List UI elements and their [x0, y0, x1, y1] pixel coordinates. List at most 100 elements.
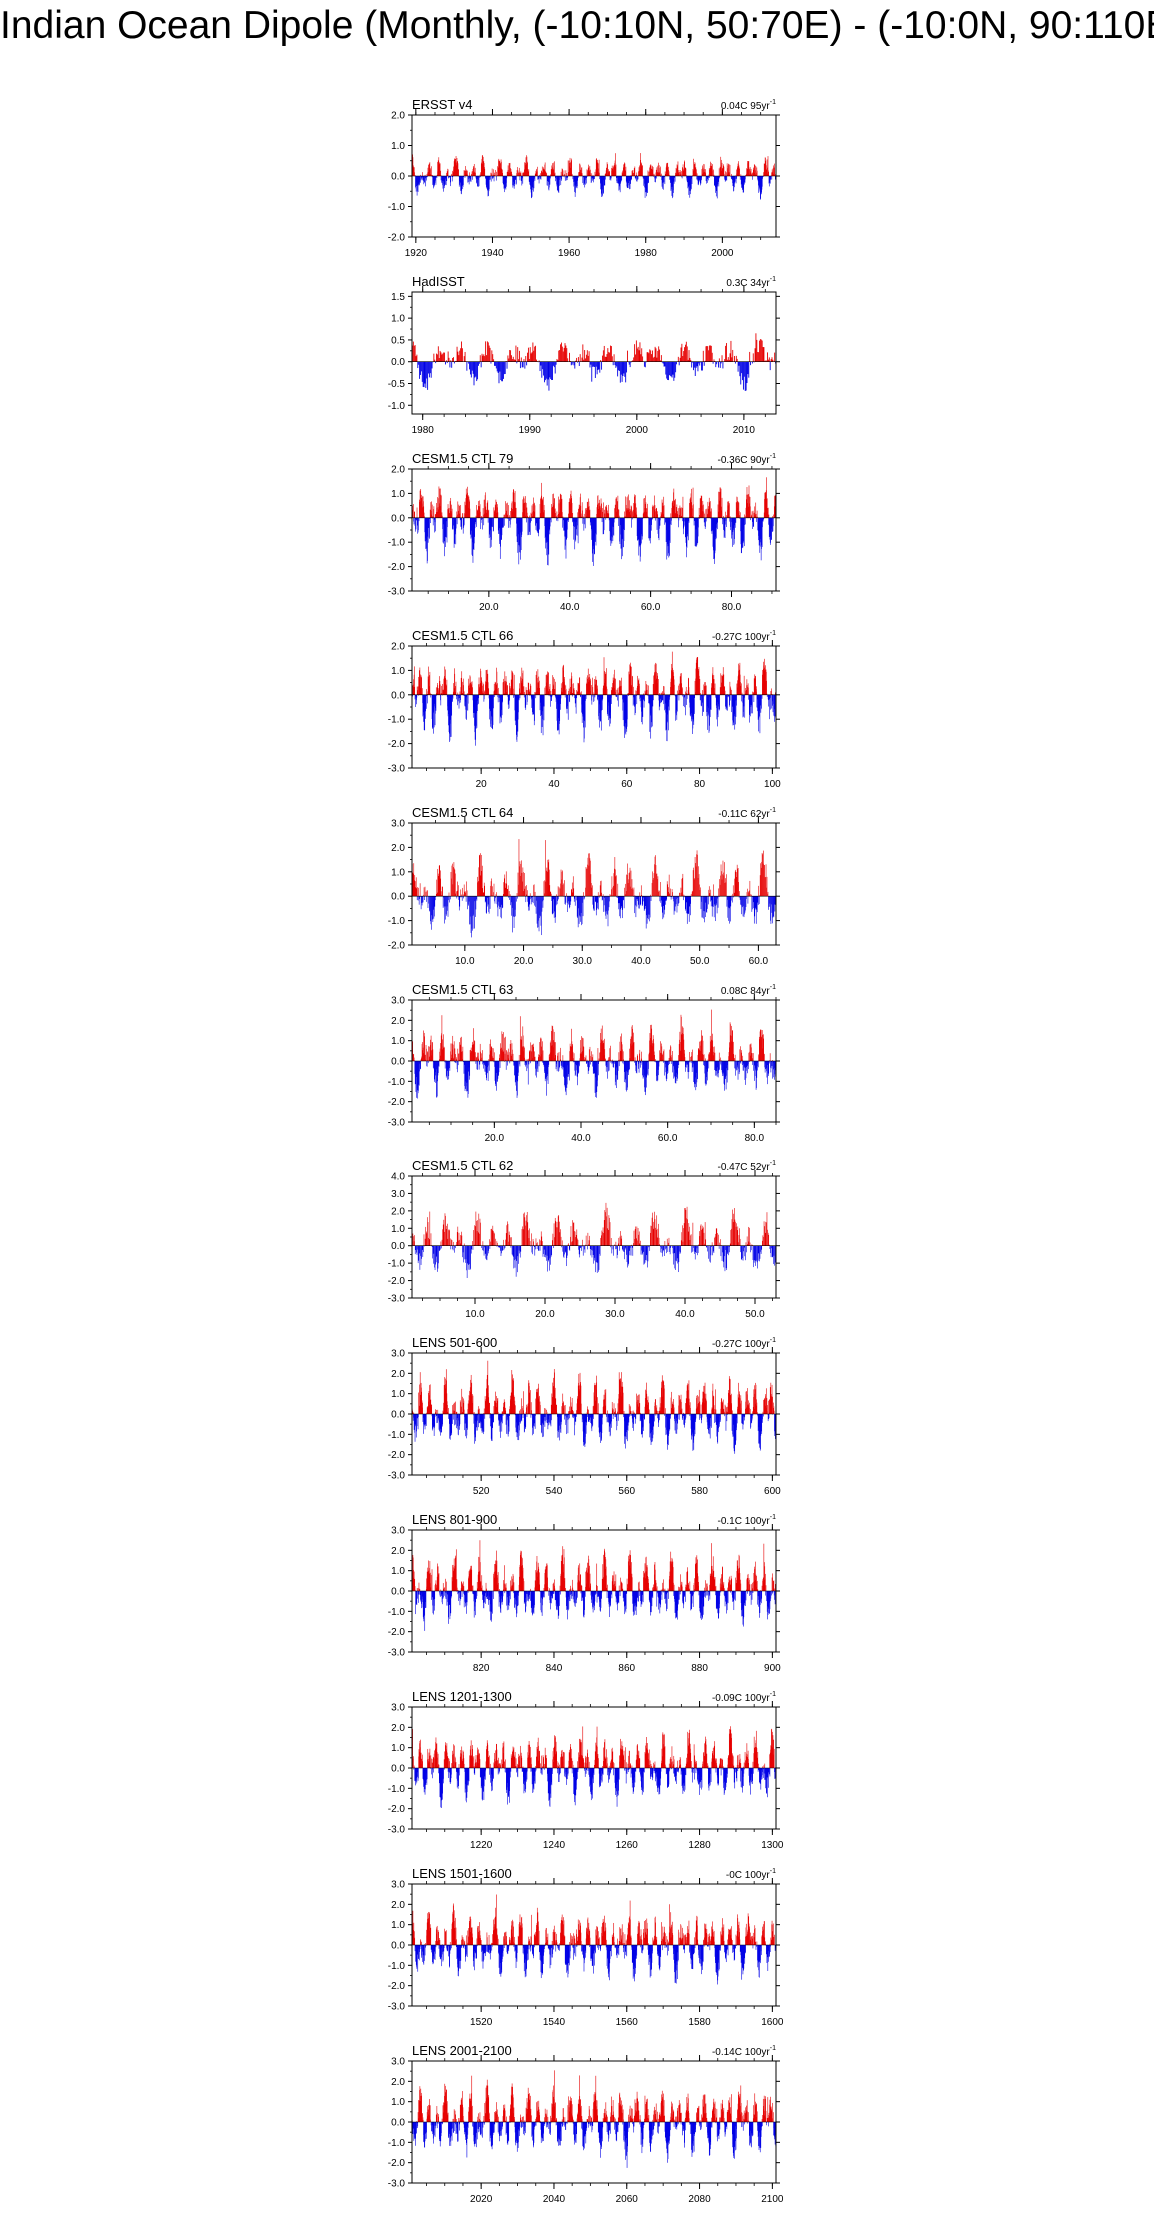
bar — [555, 896, 557, 906]
bar — [699, 889, 701, 897]
bar — [639, 896, 640, 909]
bar — [688, 350, 690, 362]
bar — [705, 169, 706, 176]
bar — [521, 860, 522, 897]
bar — [532, 896, 533, 898]
bar — [723, 686, 725, 695]
bar — [556, 515, 558, 518]
bar — [565, 688, 567, 695]
bar — [764, 492, 766, 518]
bar — [432, 174, 433, 176]
bar — [616, 176, 618, 178]
bar — [572, 513, 574, 518]
bar — [562, 351, 564, 362]
bar — [638, 517, 640, 556]
bar — [579, 163, 580, 176]
bar — [658, 346, 660, 362]
bar — [674, 176, 676, 178]
bar — [650, 164, 652, 176]
bar — [657, 673, 658, 695]
bar — [563, 670, 564, 695]
bar — [724, 883, 726, 897]
bar — [448, 694, 450, 733]
bar — [628, 494, 629, 518]
bar — [437, 692, 439, 695]
bar — [630, 176, 631, 184]
bar — [544, 164, 546, 176]
bar — [643, 176, 645, 180]
bar — [488, 896, 489, 912]
bar — [686, 176, 688, 183]
bar — [644, 176, 645, 188]
bar — [427, 517, 429, 537]
bar — [442, 515, 443, 518]
bar — [569, 896, 571, 908]
bar — [429, 671, 431, 695]
bar — [627, 883, 629, 897]
bar — [443, 176, 445, 184]
bar — [652, 871, 653, 897]
bar — [756, 896, 758, 910]
bar — [511, 171, 512, 176]
bar — [631, 513, 633, 518]
bar — [457, 351, 459, 362]
bar — [496, 896, 498, 905]
bar — [434, 896, 435, 917]
bar — [768, 357, 770, 362]
bar — [645, 680, 647, 695]
bar — [646, 352, 648, 362]
bar — [482, 682, 484, 695]
bar — [706, 896, 708, 913]
bar — [550, 694, 552, 701]
bar — [447, 1061, 448, 1080]
bar — [673, 361, 675, 381]
bar — [551, 896, 553, 914]
bar — [428, 164, 429, 176]
bar — [639, 517, 640, 546]
bar — [506, 686, 508, 695]
bar — [555, 513, 556, 518]
bar — [507, 694, 509, 705]
bar — [763, 347, 765, 362]
bar — [624, 516, 626, 518]
bar — [417, 1061, 418, 1091]
bar — [531, 176, 532, 198]
bar — [688, 687, 690, 695]
bar — [765, 671, 767, 695]
bar — [426, 517, 427, 549]
bar — [465, 173, 467, 176]
bar — [597, 892, 599, 897]
bar — [677, 172, 679, 176]
bar — [563, 517, 565, 527]
chart-panel-6: CESM1.5 CTL 63 0.08C 84yr-13.02.01.00.0-1… — [388, 982, 780, 1144]
bar — [568, 160, 570, 176]
bar — [434, 176, 436, 181]
bar — [441, 176, 443, 184]
bar — [670, 361, 672, 377]
bar — [703, 896, 704, 919]
bar — [696, 517, 698, 546]
bar — [495, 499, 497, 518]
bar — [490, 517, 492, 531]
bar — [724, 517, 726, 538]
bar — [597, 694, 599, 698]
bar — [440, 352, 442, 362]
bar — [557, 517, 559, 522]
bar — [438, 1061, 440, 1067]
bar — [443, 176, 445, 189]
bar — [506, 692, 507, 695]
bar — [563, 517, 564, 531]
bar — [539, 680, 540, 695]
bar — [746, 685, 747, 695]
bar — [453, 688, 455, 695]
bar — [529, 896, 531, 905]
bar — [513, 896, 515, 928]
bar — [467, 896, 468, 910]
bar — [762, 683, 764, 695]
bar — [768, 176, 770, 187]
bar — [477, 176, 479, 187]
bar — [471, 517, 472, 538]
bar — [754, 896, 756, 917]
bar — [479, 176, 480, 178]
bar — [665, 517, 667, 524]
